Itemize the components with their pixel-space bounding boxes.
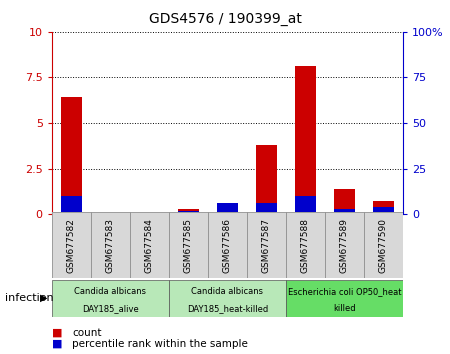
Text: DAY185_heat-killed: DAY185_heat-killed — [187, 304, 268, 313]
Bar — [294, 67, 316, 214]
Text: GSM677590: GSM677590 — [379, 218, 388, 273]
Bar — [294, 196, 316, 214]
Bar — [60, 97, 82, 214]
Bar — [169, 280, 286, 317]
Bar — [216, 203, 238, 214]
Text: GDS4576 / 190399_at: GDS4576 / 190399_at — [148, 12, 302, 27]
Bar — [333, 209, 355, 214]
Text: GSM677584: GSM677584 — [145, 218, 154, 273]
Text: Escherichia coli OP50_heat: Escherichia coli OP50_heat — [288, 287, 401, 296]
Text: count: count — [72, 328, 102, 338]
Bar — [169, 212, 208, 278]
Text: Candida albicans: Candida albicans — [191, 287, 263, 296]
Text: DAY185_alive: DAY185_alive — [82, 304, 139, 313]
Bar — [256, 145, 277, 214]
Bar — [325, 212, 364, 278]
Text: ■: ■ — [52, 339, 62, 349]
Text: ■: ■ — [52, 328, 62, 338]
Bar — [130, 212, 169, 278]
Bar — [52, 280, 169, 317]
Text: Candida albicans: Candida albicans — [74, 287, 146, 296]
Bar — [364, 212, 403, 278]
Text: GSM677585: GSM677585 — [184, 218, 193, 273]
Text: killed: killed — [333, 304, 356, 313]
Bar — [208, 212, 247, 278]
Text: GSM677587: GSM677587 — [262, 218, 271, 273]
Bar — [91, 212, 130, 278]
Bar — [216, 205, 238, 214]
Text: ▶: ▶ — [40, 293, 47, 303]
Bar — [247, 212, 286, 278]
Text: percentile rank within the sample: percentile rank within the sample — [72, 339, 248, 349]
Text: infection: infection — [4, 293, 53, 303]
Text: GSM677583: GSM677583 — [106, 218, 115, 273]
Text: GSM677589: GSM677589 — [340, 218, 349, 273]
Bar — [60, 196, 82, 214]
Bar — [177, 209, 199, 214]
Bar — [333, 189, 355, 214]
Bar — [52, 212, 91, 278]
Text: GSM677586: GSM677586 — [223, 218, 232, 273]
Bar — [373, 207, 394, 214]
Text: GSM677582: GSM677582 — [67, 218, 76, 273]
Bar — [286, 212, 325, 278]
Bar — [373, 201, 394, 214]
Text: GSM677588: GSM677588 — [301, 218, 310, 273]
Bar — [286, 280, 403, 317]
Bar — [256, 203, 277, 214]
Bar — [177, 211, 199, 214]
